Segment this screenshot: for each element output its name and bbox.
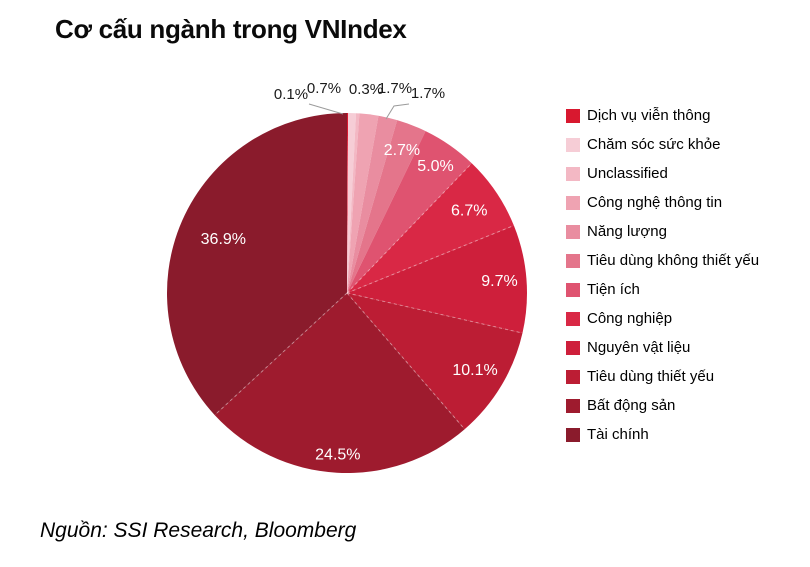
chart-title: Cơ cấu ngành trong VNIndex — [55, 14, 407, 44]
legend-swatch — [566, 166, 580, 181]
legend-item-10: Tiêu dùng thiết yếu — [566, 362, 759, 391]
pie-slice-1 — [347, 113, 349, 293]
slice-label-4: 1.7% — [378, 80, 412, 97]
pie-slice-10 — [347, 293, 523, 430]
legend-item-6: Tiêu dùng không thiết yếu — [566, 246, 759, 275]
pie-slice-7 — [347, 131, 472, 293]
slice-divider — [346, 225, 515, 294]
legend-label: Dịch vụ viễn thông — [587, 107, 711, 124]
slice-divider — [214, 292, 348, 416]
source-caption: Nguồn: SSI Research, Bloomberg — [40, 519, 357, 542]
pie-slice-6 — [347, 120, 426, 293]
pie-slice-5 — [347, 115, 398, 293]
legend-swatch — [566, 311, 580, 326]
legend-item-12: Tài chính — [566, 420, 759, 449]
legend-label: Công nghệ thông tin — [587, 194, 723, 211]
legend-label: Năng lượng — [587, 223, 667, 240]
legend-swatch — [566, 427, 580, 442]
pie-slice-9 — [347, 225, 527, 334]
pie-slice-2 — [347, 113, 357, 294]
slice-label-5: 1.7% — [411, 85, 445, 102]
pie-slice-4 — [347, 113, 379, 293]
slice-label-12: 36.9% — [201, 231, 246, 248]
label-leader-line — [308, 103, 344, 115]
slice-label-6: 2.7% — [384, 142, 420, 159]
slice-divider — [346, 292, 523, 334]
legend-label: Nguyên vật liệu — [587, 339, 691, 356]
legend-swatch — [566, 195, 580, 210]
legend-label: Chăm sóc sức khỏe — [587, 136, 721, 153]
slice-label-8: 6.7% — [451, 202, 487, 219]
legend-swatch — [566, 253, 580, 268]
legend-swatch — [566, 137, 580, 152]
legend-item-2: Chăm sóc sức khỏe — [566, 130, 759, 159]
legend-item-8: Công nghiệp — [566, 304, 759, 333]
legend-label: Unclassified — [587, 165, 668, 182]
legend-swatch — [566, 340, 580, 355]
legend-label: Tiêu dùng thiết yếu — [587, 368, 715, 385]
legend-swatch — [566, 282, 580, 297]
label-leader-line — [385, 103, 410, 120]
pie-slice-12 — [167, 113, 347, 416]
slice-label-10: 10.1% — [452, 362, 497, 379]
legend-swatch — [566, 398, 580, 413]
legend-label: Tiện ích — [587, 281, 640, 298]
pie-slice-8 — [347, 163, 514, 293]
slice-label-7: 5.0% — [417, 158, 453, 175]
legend-label: Tài chính — [587, 426, 649, 443]
pie-slice-11 — [214, 293, 465, 474]
legend-item-7: Tiện ích — [566, 275, 759, 304]
slice-divider — [346, 162, 473, 294]
slice-label-1: 0.1% — [274, 86, 308, 103]
legend-item-4: Công nghệ thông tin — [566, 188, 759, 217]
slice-label-11: 24.5% — [315, 447, 360, 464]
legend-swatch — [566, 224, 580, 239]
pie-slice-3 — [347, 113, 360, 293]
legend-swatch — [566, 108, 580, 123]
slice-label-3: 0.3% — [349, 81, 383, 98]
legend-item-9: Nguyên vật liệu — [566, 333, 759, 362]
slice-divider — [346, 292, 466, 430]
legend-label: Công nghiệp — [587, 310, 673, 327]
slice-label-2: 0.7% — [307, 80, 341, 97]
chart-legend: Dịch vụ viễn thông Chăm sóc sức khỏe Uncla… — [566, 101, 759, 449]
legend-label: Bất động sản — [587, 397, 676, 414]
legend-swatch — [566, 369, 580, 384]
slice-label-9: 9.7% — [481, 273, 517, 290]
legend-item-3: Unclassified — [566, 159, 759, 188]
legend-item-5: Năng lượng — [566, 217, 759, 246]
legend-item-11: Bất động sản — [566, 391, 759, 420]
legend-label: Tiêu dùng không thiết yếu — [587, 252, 760, 269]
legend-item-1: Dịch vụ viễn thông — [566, 101, 759, 130]
